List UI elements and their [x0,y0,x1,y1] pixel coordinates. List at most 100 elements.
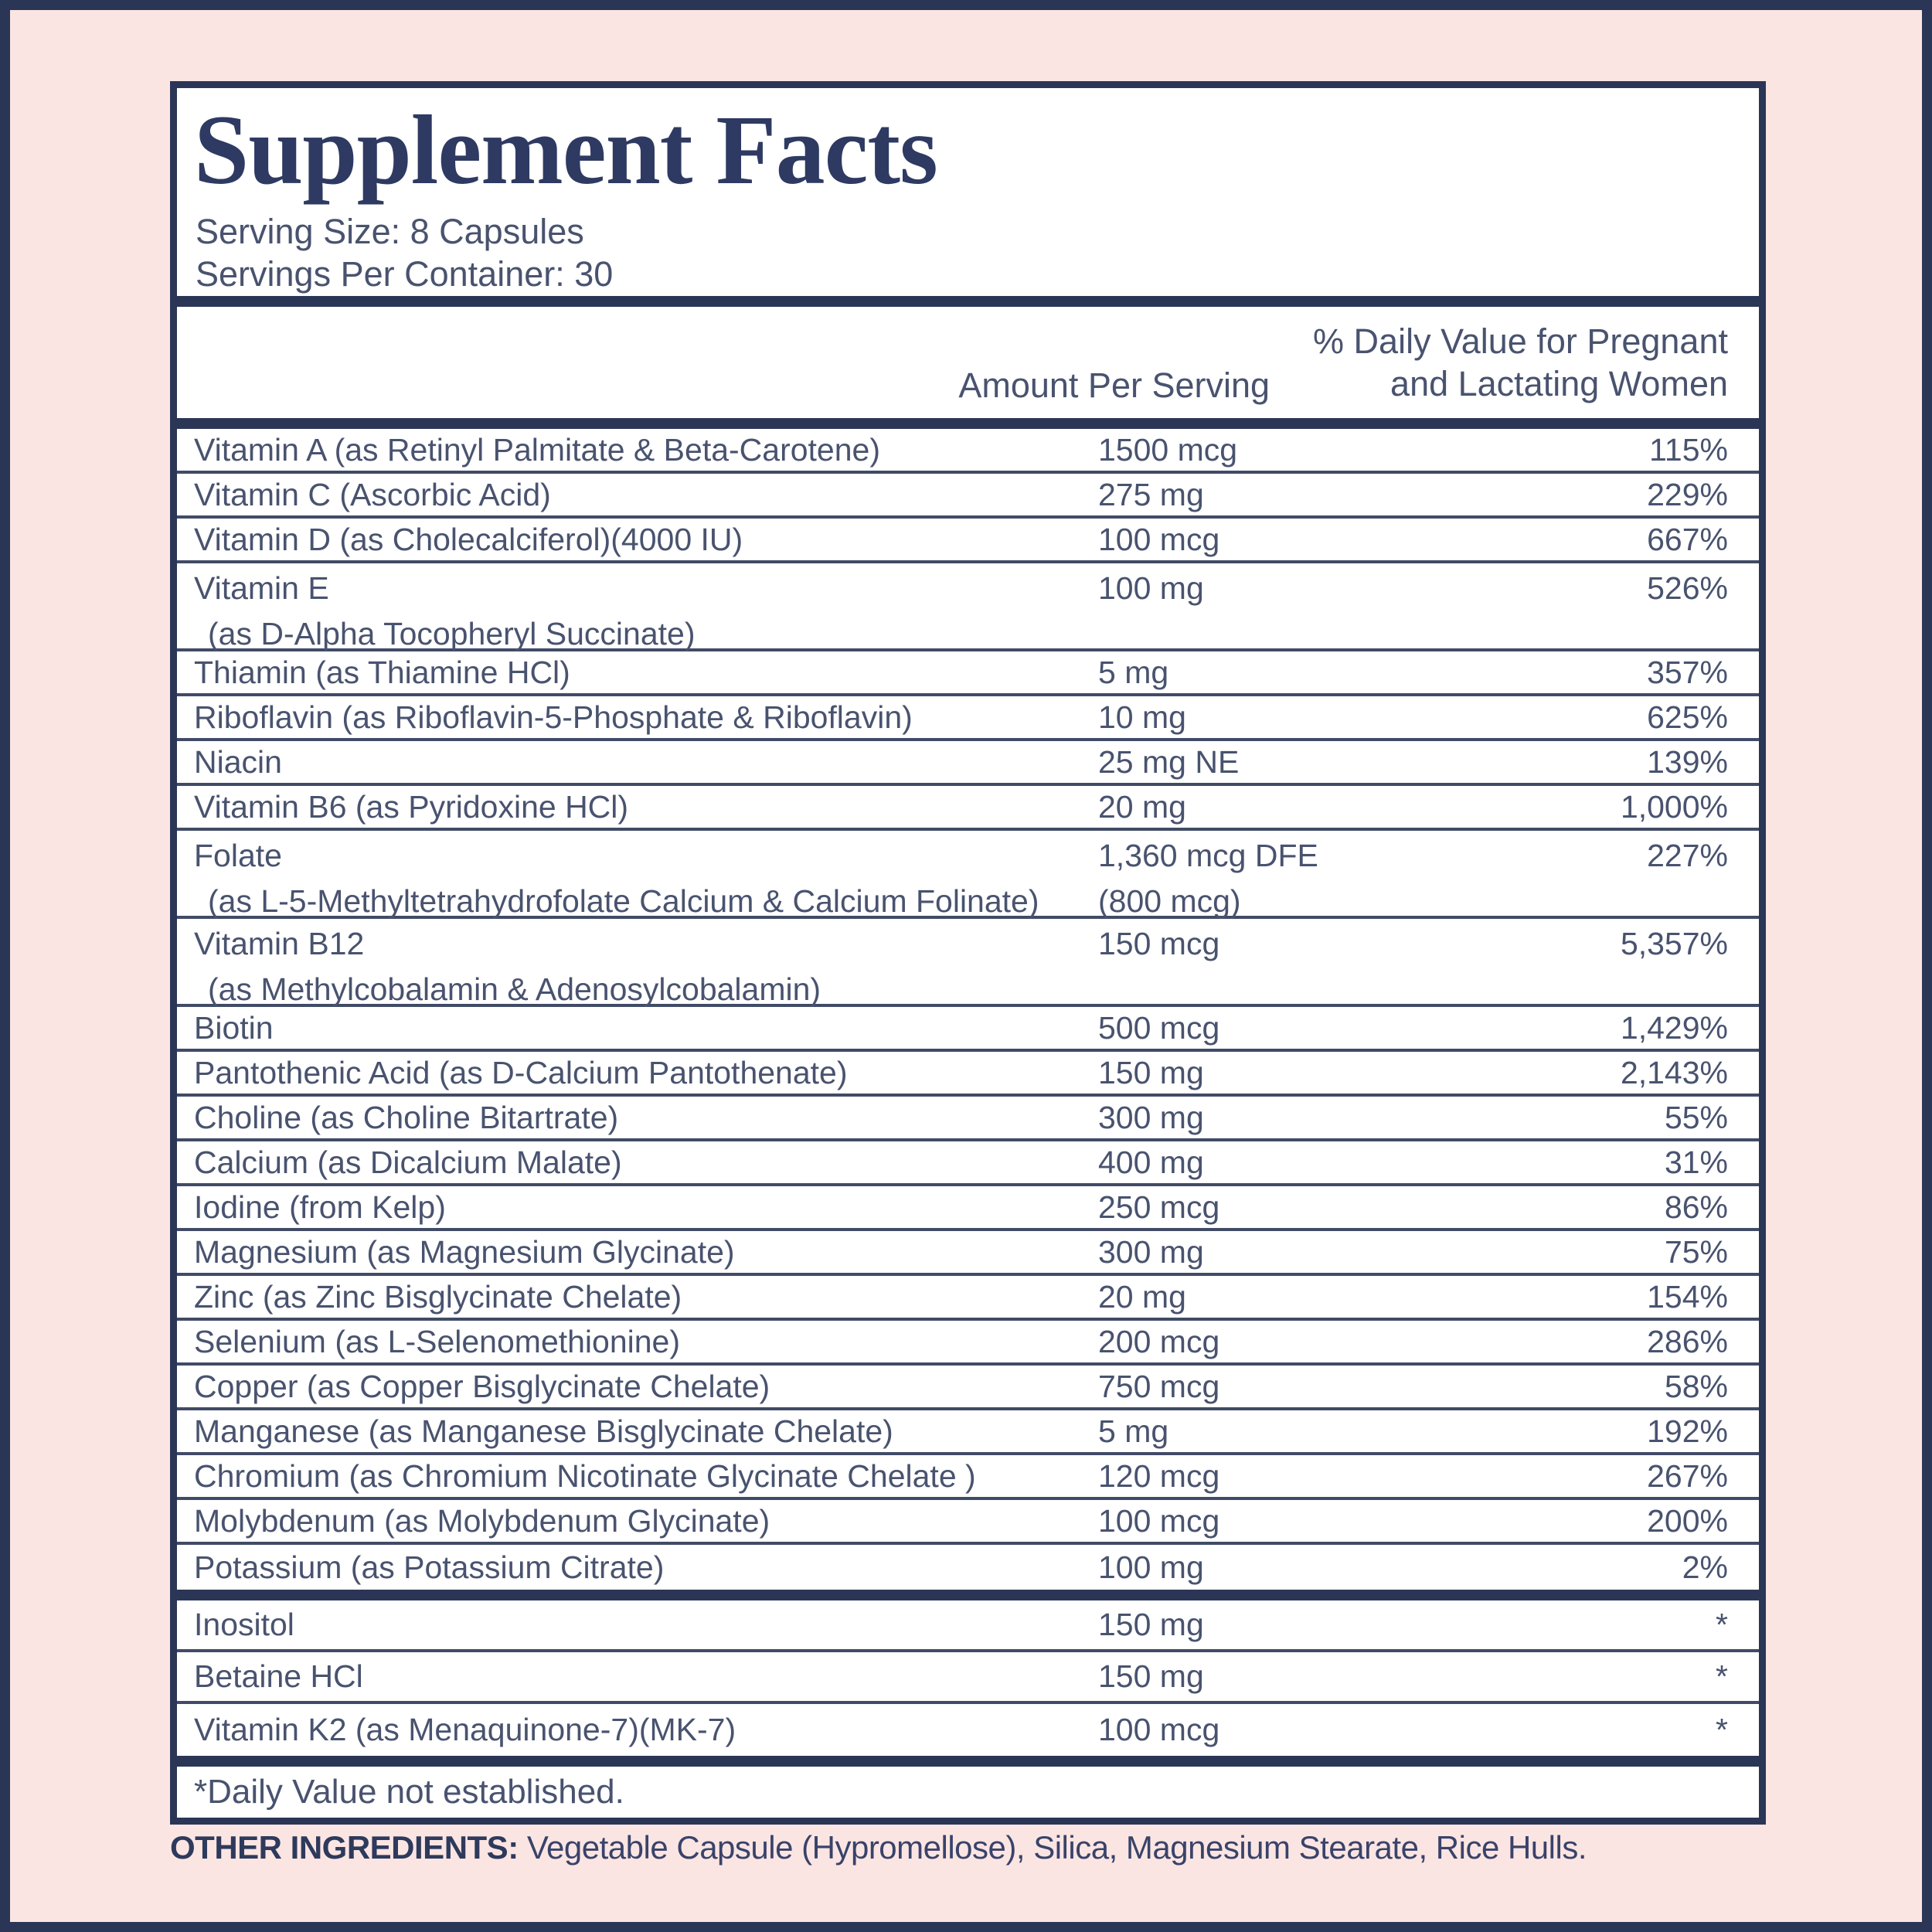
nutrient-dv: 31% [1581,1143,1759,1182]
nutrient-amount: 1,360 mcg DFE (800 mcg) [1098,836,1581,920]
nutrient-row: Copper (as Copper Bisglycinate Chelate) 7… [177,1366,1759,1410]
nutrient-row: Riboflavin (as Riboflavin-5-Phosphate & … [177,696,1759,741]
nutrient-dv-line1: 1,429% [1620,1009,1728,1046]
nutrient-row: Zinc (as Zinc Bisglycinate Chelate) 20 mg… [177,1276,1759,1321]
nutrient-dv: * [1581,1710,1759,1749]
nutrient-name-line1: Vitamin B12 [194,925,365,961]
nutrient-name: Vitamin D (as Cholecalciferol)(4000 IU) [177,520,1098,559]
nutrient-amount: 150 mg [1098,1605,1581,1644]
nutrient-name-line1: Riboflavin (as Riboflavin-5-Phosphate & … [194,699,913,735]
nutrient-name-line1: Vitamin D (as Cholecalciferol)(4000 IU) [194,521,743,557]
no-dv-rows: Inositol 150 mg * Betaine HCl 150 mg * Vitamin… [177,1600,1759,1756]
nutrient-amount-line1: 150 mcg [1098,925,1220,961]
nutrient-row: Pantothenic Acid (as D-Calcium Pantothen… [177,1052,1759,1097]
nutrient-name-line1: Vitamin K2 (as Menaquinone-7)(MK-7) [194,1712,736,1748]
nutrient-dv: 55% [1581,1098,1759,1137]
nutrient-name-line1: Iodine (from Kelp) [194,1189,446,1225]
nutrient-amount-line1: 150 mg [1098,1054,1204,1090]
nutrient-amount: 200 mcg [1098,1322,1581,1361]
amount-column-header: Amount Per Serving [958,365,1270,405]
no-dv-row: Vitamin K2 (as Menaquinone-7)(MK-7) 100 m… [177,1704,1759,1756]
nutrient-name: Copper (as Copper Bisglycinate Chelate) [177,1367,1098,1406]
nutrient-dv: 229% [1581,475,1759,514]
nutrient-amount-line1: 120 mcg [1098,1458,1220,1494]
nutrient-amount: 20 mg [1098,787,1581,826]
nutrient-dv: 227% [1581,836,1759,875]
nutrient-dv: 667% [1581,520,1759,559]
nutrient-name: Riboflavin (as Riboflavin-5-Phosphate & … [177,698,1098,736]
nutrient-name-line1: Vitamin B6 (as Pyridoxine HCl) [194,788,629,825]
nutrient-dv: * [1581,1605,1759,1644]
nutrient-row: Molybdenum (as Molybdenum Glycinate) 100 … [177,1500,1759,1545]
other-ingredients: OTHER INGREDIENTS: Vegetable Capsule (Hy… [170,1828,1777,1869]
nutrient-amount-line1: 200 mcg [1098,1323,1220,1359]
nutrient-dv: 192% [1581,1412,1759,1451]
nutrient-name: Vitamin A (as Retinyl Palmitate & Beta-C… [177,430,1098,469]
nutrient-name-line1: Niacin [194,743,282,780]
nutrient-name-line1: Inositol [194,1607,294,1643]
nutrient-name: Molybdenum (as Molybdenum Glycinate) [177,1502,1098,1540]
nutrient-dv: 2% [1581,1548,1759,1587]
nutrient-amount: 5 mg [1098,653,1581,692]
nutrient-amount-line1: 20 mg [1098,788,1186,825]
nutrient-dv: 357% [1581,653,1759,692]
nutrient-dv: 625% [1581,698,1759,736]
nutrient-name: Selenium (as L-Selenomethionine) [177,1322,1098,1361]
nutrient-amount: 100 mg [1098,569,1581,607]
servings-per-container: Servings Per Container: 30 [196,254,614,294]
nutrient-dv: 5,357% [1581,924,1759,963]
nutrient-amount: 120 mcg [1098,1457,1581,1495]
nutrient-dv-line1: * [1716,1712,1728,1748]
nutrient-amount-line1: 1,360 mcg DFE [1098,837,1318,873]
nutrient-amount-line1: 100 mg [1098,570,1204,606]
nutrient-amount: 300 mg [1098,1098,1581,1137]
dv-column-header-line2: and Lactating Women [1390,363,1728,403]
nutrient-name: Manganese (as Manganese Bisglycinate Che… [177,1412,1098,1451]
nutrient-dv-line1: * [1716,1607,1728,1643]
nutrient-row: Iodine (from Kelp) 250 mcg 86% [177,1186,1759,1231]
nutrient-amount-line1: 300 mg [1098,1099,1204,1135]
nutrient-amount: 25 mg NE [1098,743,1581,781]
nutrient-amount: 100 mcg [1098,520,1581,559]
nutrient-name: Thiamin (as Thiamine HCl) [177,653,1098,692]
nutrient-name: Biotin [177,1009,1098,1047]
nutrient-name: Potassium (as Potassium Citrate) [177,1548,1098,1587]
nutrient-amount-line1: 5 mg [1098,1413,1169,1449]
nutrient-amount: 300 mg [1098,1233,1581,1271]
nutrient-amount: 250 mcg [1098,1188,1581,1226]
nutrient-name: Folate (as L-5-Methyltetrahydrofolate Cal… [177,836,1098,920]
dv-column-header: % Daily Value for Pregnant and Lactating… [1313,321,1728,406]
nutrient-row: Calcium (as Dicalcium Malate) 400 mg 31% [177,1141,1759,1186]
nutrient-name-line1: Potassium (as Potassium Citrate) [194,1549,665,1585]
nutrient-amount-line1: 100 mg [1098,1549,1204,1585]
nutrient-amount-line1: 500 mcg [1098,1009,1220,1046]
nutrient-dv: 86% [1581,1188,1759,1226]
nutrient-dv-line1: 286% [1647,1323,1728,1359]
nutrient-amount-line1: 1500 mcg [1098,431,1238,468]
nutrient-name-line2: (as L-5-Methyltetrahydrofolate Calcium &… [208,883,1039,919]
nutrient-dv-line1: 2% [1682,1549,1728,1585]
other-ingredients-label: OTHER INGREDIENTS: [170,1829,519,1866]
nutrient-name: Vitamin C (Ascorbic Acid) [177,475,1098,514]
nutrient-amount: 400 mg [1098,1143,1581,1182]
nutrient-row: Choline (as Choline Bitartrate) 300 mg 55% [177,1097,1759,1141]
nutrient-amount-line1: 10 mg [1098,699,1186,735]
nutrient-dv-line1: 200% [1647,1502,1728,1539]
nutrient-row: Folate (as L-5-Methyltetrahydrofolate Cal… [177,831,1759,919]
nutrient-amount-line1: 150 mg [1098,1658,1204,1695]
nutrient-amount: 150 mcg [1098,924,1581,963]
nutrient-name-line1: Chromium (as Chromium Nicotinate Glycina… [194,1458,976,1494]
nutrient-dv-line1: 5,357% [1620,925,1728,961]
nutrient-amount: 10 mg [1098,698,1581,736]
nutrient-name-line1: Molybdenum (as Molybdenum Glycinate) [194,1502,770,1539]
nutrient-dv-line1: 31% [1664,1144,1728,1180]
nutrient-name-line1: Biotin [194,1009,274,1046]
nutrient-name: Vitamin K2 (as Menaquinone-7)(MK-7) [177,1710,1098,1749]
nutrient-name-line1: Copper (as Copper Bisglycinate Chelate) [194,1368,770,1404]
nutrient-amount: 275 mg [1098,475,1581,514]
nutrient-amount-line1: 5 mg [1098,654,1169,690]
nutrient-row: Magnesium (as Magnesium Glycinate) 300 mg… [177,1231,1759,1276]
nutrient-dv-line1: * [1716,1658,1728,1695]
nutrient-row: Thiamin (as Thiamine HCl) 5 mg 357% [177,651,1759,696]
